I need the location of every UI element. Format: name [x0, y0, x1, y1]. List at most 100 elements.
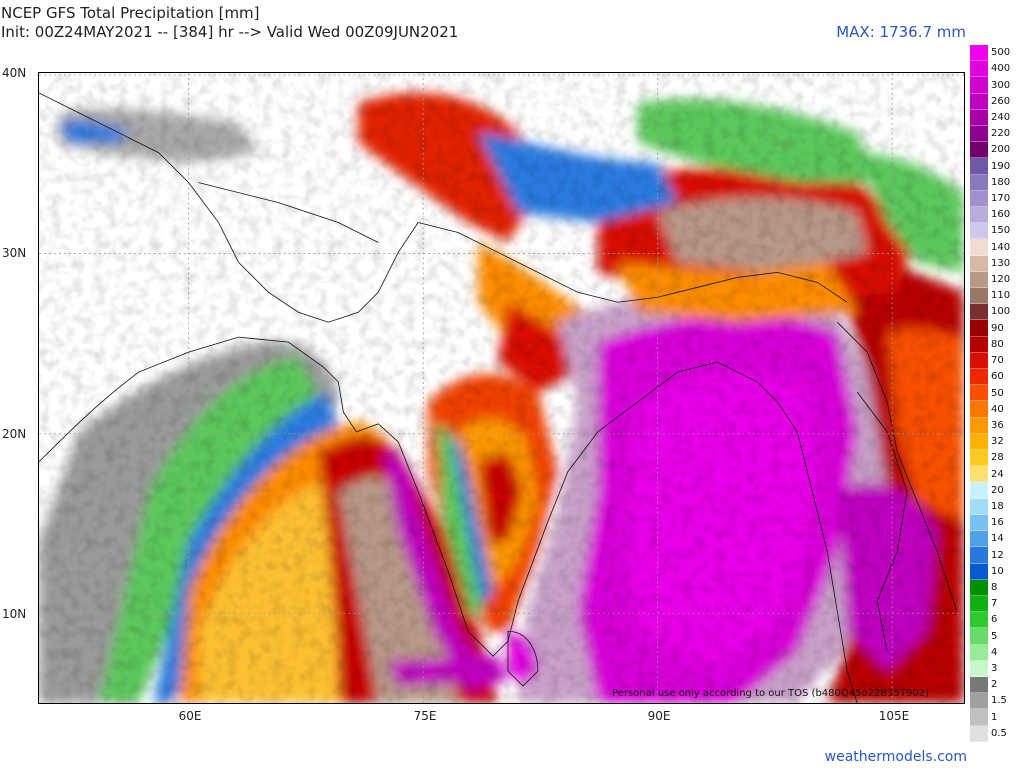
coastlines-and-borders: [39, 92, 958, 703]
colorbar-level-label: 260: [991, 95, 1011, 107]
colorbar-level-label: 80: [991, 338, 1004, 350]
precipitation-map[interactable]: [38, 72, 965, 704]
colorbar-level-label: 20: [991, 484, 1004, 496]
colorbar-level-label: 300: [991, 79, 1011, 91]
colorbar-level-label: 220: [991, 128, 1011, 140]
colorbar-level-label: 190: [991, 160, 1011, 172]
colorbar-level-label: 12: [991, 549, 1004, 561]
colorbar-swatch: [970, 174, 988, 191]
colorbar-swatch: [970, 352, 988, 370]
colorbar-level-label: 90: [991, 322, 1004, 334]
colorbar-swatch: [970, 612, 988, 629]
colorbar-swatch: [970, 207, 988, 224]
colorbar-swatch: [970, 628, 988, 645]
colorbar-swatch: [970, 709, 988, 726]
colorbar-swatch: [970, 93, 988, 110]
lat-label-10n: 10N: [2, 607, 27, 621]
colorbar-swatch: [970, 514, 988, 532]
colorbar-swatch: [970, 239, 988, 256]
colorbar-level-label: 180: [991, 176, 1011, 188]
tos-watermark: Personal use only according to our TOS (…: [612, 688, 929, 699]
site-credit[interactable]: weathermodels.com: [824, 749, 967, 765]
colorbar-swatch: [970, 725, 988, 742]
colorbar-level-label: 240: [991, 111, 1011, 123]
colorbar-swatch: [970, 77, 988, 94]
colorbar-swatch: [970, 433, 988, 451]
colorbar-level-label: 16: [991, 517, 1004, 529]
colorbar-swatch: [970, 336, 988, 353]
colorbar-level-label: 400: [991, 63, 1011, 75]
colorbar-level-label: 1: [991, 711, 998, 723]
colorbar-level-label: 1.5: [991, 695, 1007, 707]
max-precip-label: MAX: 1736.7 mm: [836, 23, 966, 41]
colorbar-level-label: 3: [991, 663, 998, 675]
colorbar-swatch: [970, 369, 988, 386]
colorbar-swatch: [970, 190, 988, 208]
colorbar-labels: 500 400 300 260 240 220 200 190 180 170 160 150 140 1…: [991, 45, 1024, 742]
colorbar-level-label: 8: [991, 582, 998, 593]
colorbar-swatch: [970, 142, 988, 159]
graticule: [39, 73, 964, 703]
colorbar-level-label: 160: [991, 209, 1011, 221]
colorbar-level-label: 40: [991, 403, 1004, 415]
lat-label-20n: 20N: [2, 427, 27, 441]
colorbar-level-label: 18: [991, 500, 1004, 512]
title-line-init-valid: Init: 00Z24MAY2021 -- [384] hr --> Valid…: [1, 23, 459, 41]
colorbar-swatch: [970, 126, 988, 143]
colorbar-level-label: 50: [991, 387, 1004, 399]
colorbar-level-label: 100: [991, 306, 1011, 318]
colorbar-swatch: [970, 466, 988, 483]
colorbar-swatch: [970, 158, 988, 175]
colorbar-swatch: [970, 547, 988, 564]
colorbar-swatch: [970, 304, 988, 321]
colorbar-level-label: 32: [991, 436, 1004, 448]
colorbar-swatch: [970, 482, 988, 499]
colorbar-swatch: [970, 660, 988, 677]
lat-label-40n: 40N: [2, 66, 27, 80]
map-title: NCEP GFS Total Precipitation [mm] Init: …: [0, 4, 458, 42]
colorbar-swatch: [970, 109, 988, 127]
colorbar-swatch: [970, 255, 988, 272]
lon-label-75e: 75E: [413, 709, 437, 723]
colorbar-level-label: 14: [991, 533, 1004, 545]
colorbar-level-label: 2: [991, 679, 998, 691]
colorbar-swatch: [970, 385, 988, 402]
colorbar-swatch: [970, 417, 988, 434]
colorbar-swatch: [970, 61, 988, 78]
lat-label-30n: 30N: [2, 246, 27, 260]
lon-label-60e: 60E: [178, 709, 202, 723]
colorbar-level-label: 0.5: [991, 727, 1007, 739]
colorbar-level-label: 36: [991, 419, 1004, 431]
colorbar-level-label: 10: [991, 565, 1004, 577]
colorbar-level-label: 130: [991, 257, 1011, 269]
colorbar-swatch: [970, 223, 988, 240]
colorbar-level-label: 150: [991, 225, 1011, 237]
colorbar-level-label: 170: [991, 192, 1011, 204]
colorbar-swatch: [970, 401, 988, 418]
colorbar-level-label: 70: [991, 355, 1004, 367]
colorbar-swatch: [970, 531, 988, 548]
lon-label-105e: 105E: [878, 709, 910, 723]
colorbar-level-label: 6: [991, 614, 998, 626]
colorbar-swatch: [970, 450, 988, 467]
colorbar-level-label: 200: [991, 144, 1011, 156]
colorbar-swatch: [970, 579, 988, 596]
lon-label-90e: 90E: [647, 709, 671, 723]
colorbar-swatch: [970, 644, 988, 661]
colorbar-level-label: 110: [991, 290, 1011, 302]
colorbar-swatch: [970, 320, 988, 337]
colorbar-level-label: 140: [991, 241, 1011, 253]
colorbar-level-label: 500: [991, 47, 1011, 59]
colorbar-swatch: [970, 271, 988, 289]
colorbar-level-label: 28: [991, 452, 1004, 464]
colorbar-swatch: [970, 563, 988, 580]
colorbar-level-label: 7: [991, 598, 998, 610]
colorbar-swatch: [970, 595, 988, 613]
colorbar-swatch: [970, 498, 988, 515]
title-line-product: NCEP GFS Total Precipitation [mm]: [1, 4, 260, 22]
colorbar-swatch: [970, 288, 988, 305]
colorbar-level-label: 4: [991, 646, 998, 658]
colorbar-level-label: 120: [991, 274, 1011, 286]
colorbar-swatch: [970, 693, 988, 710]
colorbar-level-label: 5: [991, 630, 998, 642]
